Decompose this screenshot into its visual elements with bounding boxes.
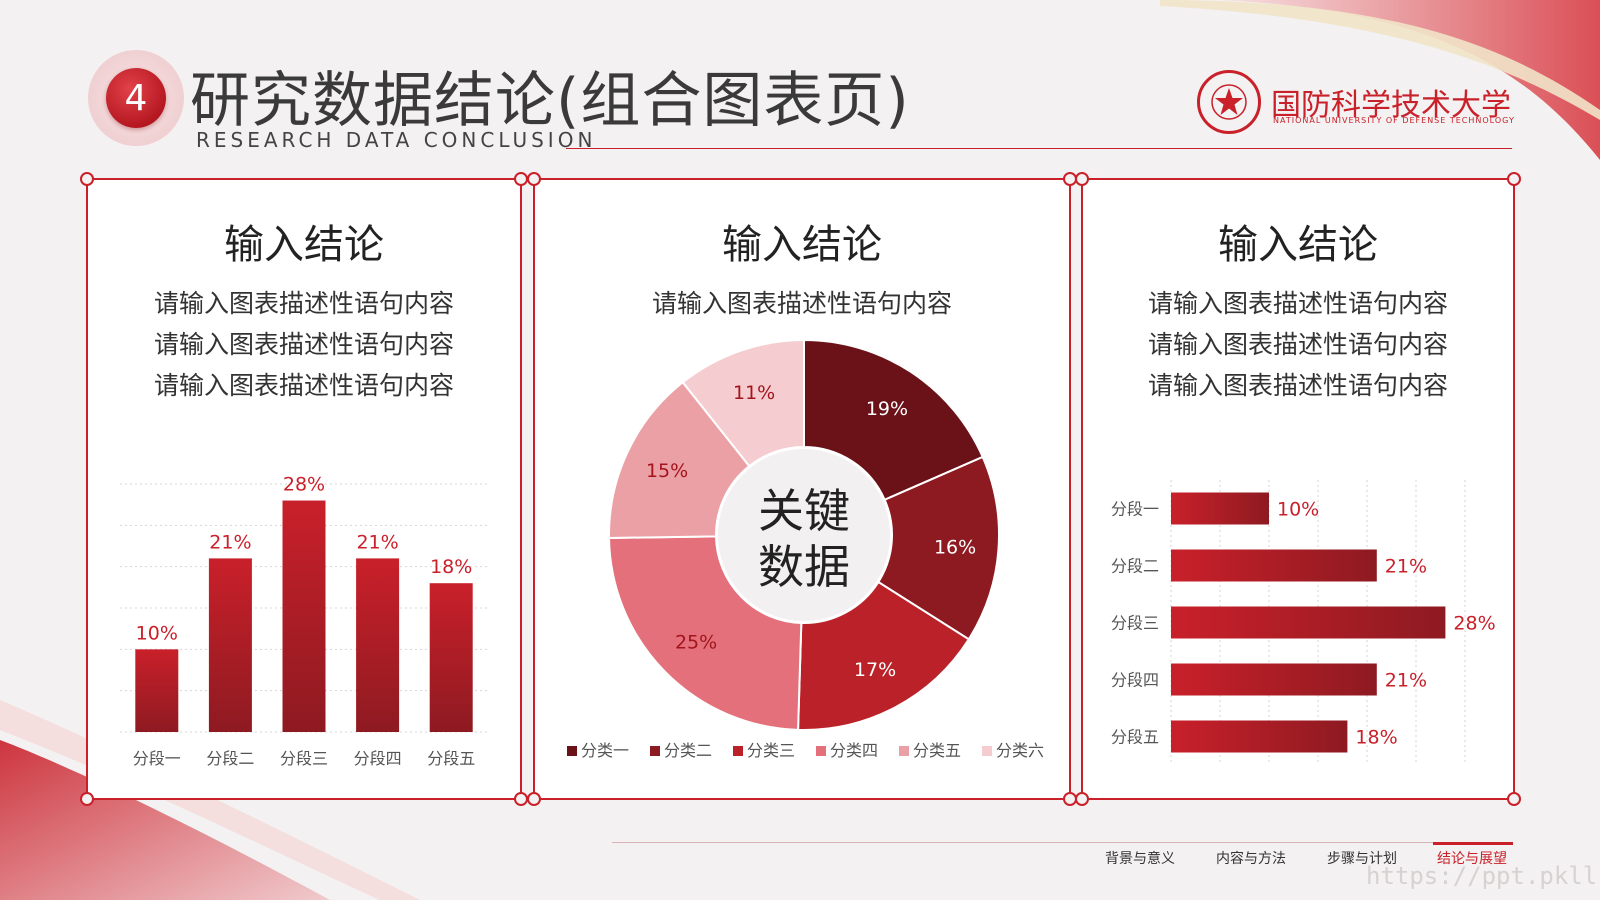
watermark: https://ppt.pkll.de — [1366, 862, 1600, 890]
legend-label: 分类一 — [581, 741, 629, 760]
panel-description: 请输入图表描述性语句内容 — [1147, 330, 1448, 359]
category-tick-label: 分段二 — [1111, 557, 1159, 576]
pie-slice — [876, 455, 1000, 641]
bar — [135, 649, 179, 732]
legend-label: 分类二 — [664, 741, 712, 760]
nav-item-methods[interactable]: 内容与方法 — [1216, 851, 1286, 867]
legend-label: 分类五 — [913, 741, 961, 760]
category-tick-label: 分段五 — [427, 749, 475, 768]
category-tick-label: 分段四 — [354, 749, 402, 768]
nav-item-background[interactable]: 背景与意义 — [1105, 851, 1175, 867]
slice-value-label: 16% — [934, 537, 976, 559]
bar — [429, 583, 473, 732]
bar — [1171, 492, 1269, 525]
bar-value-label: 10% — [136, 622, 178, 644]
panel-heading: 输入结论 — [224, 222, 384, 268]
category-tick-label: 分段一 — [1111, 500, 1159, 519]
category-tick-label: 分段一 — [133, 749, 181, 768]
category-tick-label: 分段二 — [206, 749, 254, 768]
bar-value-label: 21% — [1385, 556, 1427, 578]
university-name-cn: 国防科学技术大学 — [1271, 88, 1511, 123]
panel-description: 请输入图表描述性语句内容 — [1147, 371, 1448, 400]
panel-description: 请输入图表描述性语句内容 — [153, 371, 454, 400]
bar — [1171, 549, 1377, 582]
slice-value-label: 15% — [646, 460, 688, 482]
slice-value-label: 19% — [866, 398, 908, 420]
pie-slice — [681, 338, 805, 468]
slice-value-label: 11% — [733, 382, 775, 404]
legend-swatch — [650, 746, 660, 756]
legend-swatch — [899, 746, 909, 756]
bar-value-label: 21% — [209, 531, 251, 553]
legend-swatch — [816, 746, 826, 756]
page-title: 研究数据结论(组合图表页) — [190, 66, 910, 136]
panel-description: 请输入图表描述性语句内容 — [651, 289, 952, 318]
panel-description: 请输入图表描述性语句内容 — [153, 289, 454, 318]
category-tick-label: 分段三 — [1111, 614, 1159, 633]
panel-hbar-chart: 输入结论 请输入图表描述性语句内容 请输入图表描述性语句内容 请输入图表描述性语… — [1075, 172, 1521, 806]
legend-label: 分类六 — [996, 741, 1044, 760]
bar — [1171, 720, 1348, 753]
panel-description: 请输入图表描述性语句内容 — [1147, 289, 1448, 318]
bar-value-label: 18% — [430, 556, 472, 578]
section-badge: 4 — [88, 50, 184, 146]
pie-slice — [803, 338, 985, 502]
section-number: 4 — [106, 68, 166, 128]
slice-value-label: 17% — [854, 659, 896, 681]
pie-slice — [608, 535, 803, 731]
bar-value-label: 18% — [1355, 727, 1397, 749]
bar-value-label: 21% — [356, 531, 398, 553]
pie-slice — [608, 380, 751, 539]
bar-value-label: 21% — [1385, 670, 1427, 692]
legend-swatch — [567, 746, 577, 756]
bar — [356, 558, 400, 732]
title-divider — [566, 148, 1512, 149]
legend-swatch — [982, 746, 992, 756]
bar — [282, 500, 326, 732]
legend-swatch — [733, 746, 743, 756]
bar — [1171, 663, 1377, 696]
donut-center — [718, 449, 890, 621]
category-tick-label: 分段三 — [280, 749, 328, 768]
bar — [1171, 606, 1446, 639]
panel-donut-chart: 输入结论 请输入图表描述性语句内容 19% 16% 17% 25% 15% 11% 关键 数据… — [527, 172, 1077, 806]
nav-item-conclusion[interactable]: 结论与展望 — [1437, 851, 1507, 867]
university-name-en: NATIONAL UNIVERSITY OF DEFENSE TECHNOLOG… — [1273, 116, 1515, 125]
legend-label: 分类四 — [830, 741, 878, 760]
panel-heading: 输入结论 — [1218, 222, 1378, 268]
category-tick-label: 分段四 — [1111, 671, 1159, 690]
donut-center-label: 数据 — [758, 540, 850, 594]
bar-value-label: 28% — [283, 474, 325, 496]
slice-value-label: 25% — [675, 631, 717, 653]
panel-bar-chart: 输入结论 请输入图表描述性语句内容 请输入图表描述性语句内容 请输入图表描述性语… — [80, 172, 528, 806]
donut-center-label: 关键 — [758, 484, 850, 538]
nav-item-plan[interactable]: 步骤与计划 — [1327, 851, 1397, 867]
nav-active-indicator — [1433, 842, 1513, 845]
panel-heading: 输入结论 — [722, 222, 882, 268]
pie-slice — [797, 580, 971, 731]
vertical-bar-chart: 10% 分段一 21% 分段二 28% 分段三 21% 分段四 18% 分段五 — [120, 474, 488, 768]
horizontal-bar-chart: 10% 分段一 21% 分段二 28% 分段三 21% 分段四 18% 分段五 — [1111, 480, 1496, 765]
footer-divider — [612, 842, 1512, 843]
legend-label: 分类三 — [747, 741, 795, 760]
bar — [208, 558, 252, 732]
university-emblem-icon — [1197, 70, 1261, 134]
panel-description: 请输入图表描述性语句内容 — [153, 330, 454, 359]
bar-value-label: 28% — [1453, 613, 1495, 635]
category-tick-label: 分段五 — [1111, 728, 1159, 747]
page-subtitle: RESEARCH DATA CONCLUSION — [196, 128, 597, 152]
bar-value-label: 10% — [1277, 499, 1319, 521]
